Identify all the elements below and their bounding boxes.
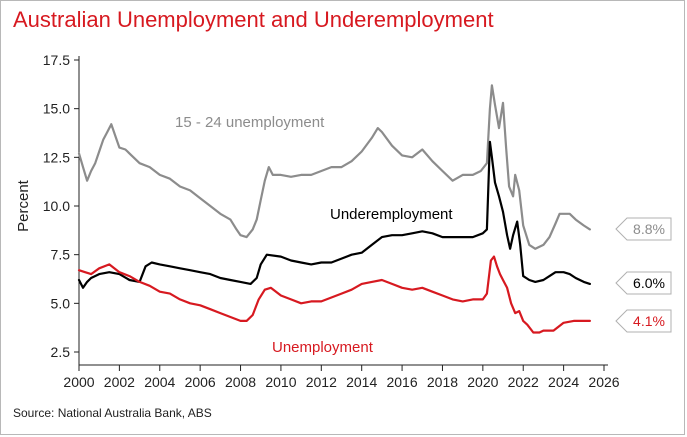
chart-annotations: 15 - 24 unemployment Underemployment Unemp…: [175, 114, 453, 356]
chart-axes: 2.5 5.0 7.5 10.0 12.5 15.0 17.5 2000 2002 2004 200…: [15, 52, 620, 390]
x-tick-label: 2010: [265, 374, 296, 390]
x-tick-label: 2008: [225, 374, 256, 390]
x-tick-label: 2014: [346, 374, 377, 390]
y-tick-label: 5.0: [51, 295, 71, 311]
x-tick-label: 2020: [467, 374, 498, 390]
x-tick-label: 2018: [427, 374, 458, 390]
series-line-youth: [77, 84, 591, 250]
x-tick-label: 2002: [104, 374, 135, 390]
series-annotation-unemp: Unemployment: [272, 339, 374, 356]
x-tick-label: 2012: [306, 374, 337, 390]
series-annotation-youth: 15 - 24 unemployment: [175, 114, 325, 131]
x-tick-label: 2006: [185, 374, 216, 390]
end-label-under: 6.0%: [633, 275, 665, 291]
chart-title: Australian Unemployment and Underemploym…: [13, 7, 494, 32]
x-tick-label: 2026: [588, 374, 619, 390]
end-label-unemp: 4.1%: [633, 313, 665, 329]
x-tick-label: 2000: [63, 374, 94, 390]
y-tick-label: 17.5: [43, 52, 70, 68]
x-tick-label: 2024: [548, 374, 579, 390]
y-tick-label: 2.5: [51, 344, 71, 360]
y-tick-label: 15.0: [43, 101, 70, 117]
series-line-under: [77, 140, 591, 289]
y-tick-label: 10.0: [43, 198, 70, 214]
series-line-unemp: [77, 255, 591, 334]
chart-plot-area: [77, 84, 591, 334]
chart-source: Source: National Australia Bank, ABS: [13, 406, 212, 420]
x-tick-label: 2016: [386, 374, 417, 390]
series-annotation-under: Underemployment: [330, 206, 453, 223]
end-label-youth: 8.8%: [633, 221, 665, 237]
x-tick-label: 2022: [508, 374, 539, 390]
end-label-box-youth: [615, 217, 672, 241]
y-axis-title: Percent: [15, 179, 32, 232]
x-tick-label: 2004: [144, 374, 175, 390]
y-tick-label: 12.5: [43, 149, 70, 165]
y-tick-label: 7.5: [51, 247, 71, 263]
end-label-box-under: [615, 271, 672, 295]
chart-end-labels: 8.8% 6.0% 4.1%: [615, 217, 672, 333]
end-label-box-unemp: [615, 309, 672, 333]
